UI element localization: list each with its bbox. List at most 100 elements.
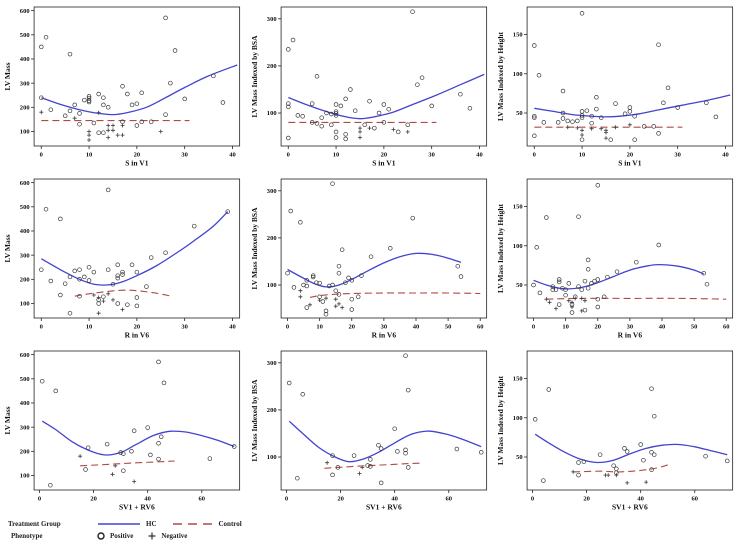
legend: Treatment Group HC Control Phenotype Pos… (0, 516, 740, 543)
svg-text:400: 400 (20, 228, 30, 235)
svg-text:500: 500 (20, 204, 30, 211)
svg-text:400: 400 (20, 400, 30, 407)
svg-text:60: 60 (692, 496, 699, 503)
hc-line-icon (98, 523, 140, 525)
svg-text:100: 100 (20, 129, 30, 136)
svg-text:0: 0 (286, 152, 289, 159)
svg-text:10: 10 (86, 324, 93, 331)
svg-text:300: 300 (20, 80, 30, 87)
svg-text:40: 40 (412, 324, 419, 331)
svg-text:200: 200 (20, 449, 30, 456)
chart-svg: 0 20 40 60 100 200 300 SV1 + RV6 LV Mass Indexed… (250, 350, 487, 511)
svg-text:20: 20 (348, 324, 355, 331)
svg-text:200: 200 (266, 63, 276, 70)
chart-svg: 0 10 20 30 40 50 60 100 200 300 R in V6 LV Mass Ind… (250, 178, 487, 340)
svg-text:100: 100 (513, 71, 523, 78)
svg-text:R in V6: R in V6 (371, 331, 396, 340)
svg-text:R in V6: R in V6 (125, 331, 150, 340)
svg-text:150: 150 (513, 32, 523, 39)
svg-text:200: 200 (20, 105, 30, 112)
svg-text:300: 300 (20, 424, 30, 431)
chart-row-3: 0 20 40 60 100 200 300 400 500 600 SV1 + RV6 LV Mas… (0, 344, 740, 516)
legend-phenotype-title: Phenotype (11, 532, 43, 540)
svg-text:300: 300 (266, 16, 276, 23)
svg-text:30: 30 (428, 152, 435, 159)
negative-plus-icon (148, 532, 156, 540)
svg-text:LV Mass: LV Mass (3, 234, 12, 262)
legend-negative-label: Negative (161, 532, 188, 540)
svg-text:60: 60 (445, 496, 452, 503)
svg-text:300: 300 (266, 360, 276, 367)
svg-text:40: 40 (229, 324, 236, 331)
svg-text:20: 20 (584, 496, 591, 503)
svg-text:0: 0 (285, 496, 288, 503)
svg-text:0: 0 (286, 324, 289, 331)
svg-text:50: 50 (516, 454, 523, 461)
svg-text:LV Mass: LV Mass (3, 406, 12, 434)
svg-text:300: 300 (20, 252, 30, 259)
legend-phenotype-row: Phenotype Positive Negative (8, 530, 740, 542)
svg-text:50: 50 (691, 324, 698, 331)
svg-text:30: 30 (181, 324, 188, 331)
legend-positive-label: Positive (110, 532, 134, 540)
svg-text:0: 0 (40, 152, 43, 159)
svg-text:100: 100 (513, 243, 523, 250)
svg-text:600: 600 (20, 352, 30, 359)
svg-text:100: 100 (513, 415, 523, 422)
svg-text:20: 20 (134, 152, 141, 159)
svg-text:R in V6: R in V6 (618, 331, 643, 340)
chart-row-1: 0 10 20 30 40 100 200 300 400 500 600 S in V1 LV Mas… (0, 0, 740, 172)
scatter-panel-lvmass-sv1: 0 10 20 30 40 100 200 300 400 500 600 S in V1 LV Mas… (0, 0, 247, 172)
svg-text:50: 50 (445, 324, 452, 331)
svg-text:10: 10 (332, 152, 339, 159)
svg-text:60: 60 (723, 324, 730, 331)
svg-text:LV Mass Indexed by BSA: LV Mass Indexed by BSA (250, 207, 259, 290)
control-dashed-line-icon (172, 523, 213, 525)
svg-text:10: 10 (579, 152, 586, 159)
chart-svg: 0 20 40 60 100 200 300 400 500 600 SV1 + RV6 LV Mas… (3, 350, 241, 512)
svg-text:SV1 + RV6: SV1 + RV6 (612, 503, 648, 512)
svg-text:20: 20 (337, 496, 344, 503)
svg-text:LV Mass Indexed by BSA: LV Mass Indexed by BSA (250, 35, 259, 118)
legend-treatment-group-title: Treatment Group (8, 520, 61, 528)
scatter-panel-height-sv1rv6: 0 20 40 60 50 100 150 SV1 + RV6 LV Mass Indexed … (493, 344, 740, 516)
svg-text:S in V1: S in V1 (372, 159, 395, 168)
chart-svg: 0 20 40 60 50 100 150 SV1 + RV6 LV Mass Indexed … (496, 350, 734, 512)
svg-text:150: 150 (513, 376, 523, 383)
legend-hc-label: HC (146, 520, 157, 528)
svg-text:400: 400 (20, 56, 30, 63)
svg-text:500: 500 (20, 32, 30, 39)
svg-text:50: 50 (516, 110, 523, 117)
svg-text:S in V1: S in V1 (619, 159, 642, 168)
svg-text:40: 40 (144, 496, 151, 503)
chart-svg: 0 10 20 30 40 50 100 150 S in V1 LV Mass Indexed … (496, 6, 734, 168)
svg-text:LV Mass Indexed by Height: LV Mass Indexed by Height (496, 31, 505, 121)
positive-circle-icon (97, 532, 105, 540)
svg-text:SV1 + RV6: SV1 + RV6 (119, 503, 155, 512)
svg-text:30: 30 (380, 324, 387, 331)
chart-svg: 0 10 20 30 40 100 200 300 400 500 600 S in V1 LV Mas… (3, 6, 241, 167)
legend-treatment-group-row: Treatment Group HC Control (8, 518, 740, 530)
scatter-panel-height-sv1: 0 10 20 30 40 50 100 150 S in V1 LV Mass Indexed … (493, 0, 740, 172)
svg-text:60: 60 (199, 496, 206, 503)
svg-text:100: 100 (266, 282, 276, 289)
svg-text:20: 20 (134, 324, 141, 331)
svg-text:20: 20 (380, 152, 387, 159)
chart-svg: 0 10 20 30 40 50 60 50 100 150 R in V6 LV Mass Inde… (496, 178, 734, 340)
svg-text:100: 100 (20, 301, 30, 308)
svg-text:LV Mass Indexed by Height: LV Mass Indexed by Height (496, 203, 505, 293)
svg-text:LV Mass Indexed by BSA: LV Mass Indexed by BSA (250, 379, 259, 462)
svg-text:50: 50 (516, 282, 523, 289)
legend-control-label: Control (218, 520, 242, 528)
svg-text:0: 0 (40, 324, 43, 331)
svg-text:40: 40 (638, 496, 645, 503)
svg-text:10: 10 (316, 324, 323, 331)
svg-text:20: 20 (627, 152, 634, 159)
svg-text:100: 100 (266, 454, 276, 461)
chart-row-2: 0 10 20 30 40 100 200 300 400 500 600 R in V6 LV Mas… (0, 172, 740, 344)
svg-text:40: 40 (229, 152, 236, 159)
svg-text:10: 10 (563, 324, 570, 331)
svg-text:100: 100 (20, 473, 30, 480)
svg-text:150: 150 (513, 204, 523, 211)
